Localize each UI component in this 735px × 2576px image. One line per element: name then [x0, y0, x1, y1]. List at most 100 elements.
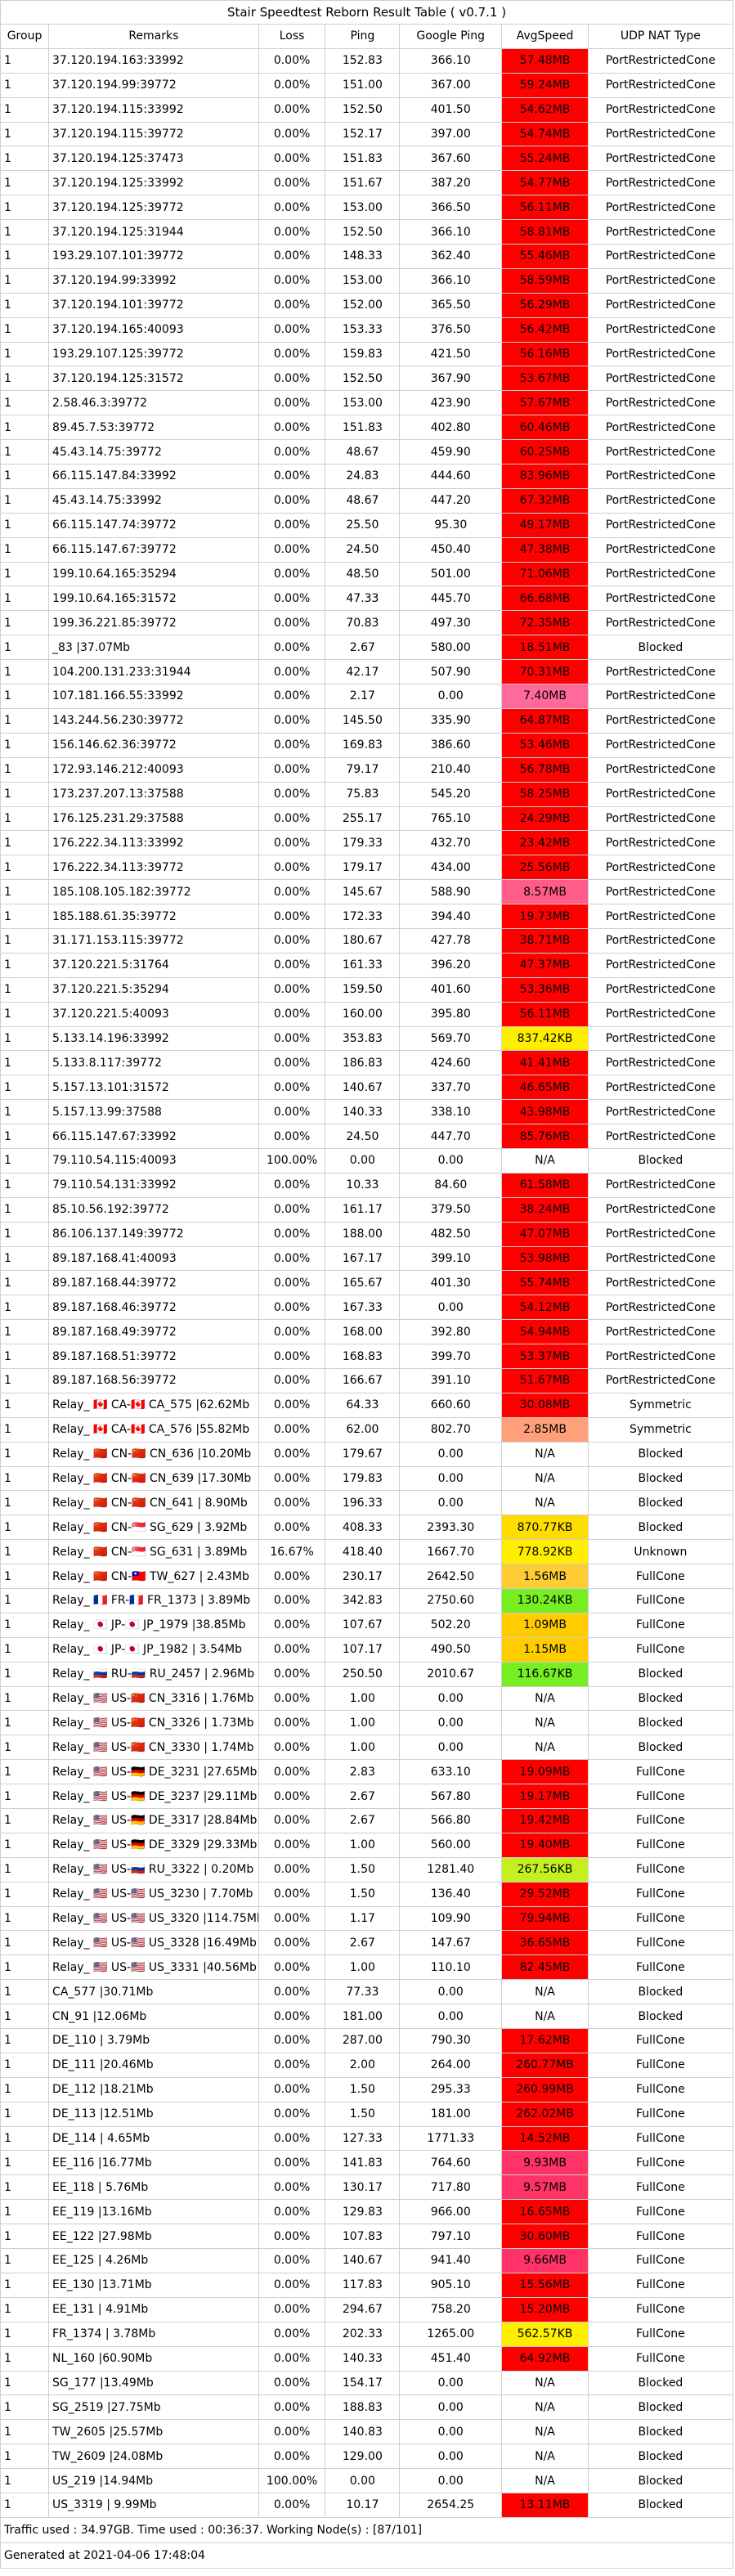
table-row: 1 Relay_ 🇺🇸 US-🇩🇪 DE_3317 |28.84Mb 0.00% 2.…: [0, 1808, 734, 1833]
table-row: 1 37.120.194.163:33992 0.00% 152.83 366.10 57…: [0, 47, 734, 74]
cell-remarks: 86.106.137.149:39772: [48, 1221, 259, 1247]
cell-google-ping: 95.30: [399, 512, 503, 538]
cell-ping: 2.67: [325, 635, 401, 661]
cell-google-ping: 402.80: [399, 415, 503, 441]
cell-remarks: Relay_ 🇺🇸 US-🇩🇪 DE_3317 |28.84Mb: [48, 1808, 259, 1833]
cell-udp-nat-type: FullCone: [587, 1784, 734, 1810]
cell-group: 1: [0, 1465, 50, 1492]
table-row: 1 37.120.194.115:33992 0.00% 152.50 401.50 54…: [0, 96, 734, 123]
cell-google-ping: 401.60: [399, 976, 503, 1003]
cell-group: 1: [0, 2150, 50, 2176]
cell-avg-speed: 24.29MB: [501, 806, 589, 832]
cell-avg-speed: 19.17MB: [501, 1784, 589, 1810]
cell-remarks: Relay_ 🇺🇸 US-🇨🇳 CN_3316 | 1.76Mb: [48, 1685, 259, 1712]
table-row: 1 US_219 |14.94Mb 100.00% 0.00 0.00 N/A Blocke…: [0, 2468, 734, 2493]
cell-loss: 0.00%: [258, 684, 326, 709]
cell-google-ping: 362.40: [399, 244, 503, 269]
table-row: 1 85.10.56.192:39772 0.00% 161.17 379.50 38.2…: [0, 1196, 734, 1223]
cell-remarks: Relay_ 🇯🇵 JP-🇯🇵 JP_1979 |38.85Mb: [48, 1612, 259, 1638]
cell-ping: 107.17: [325, 1636, 401, 1663]
cell-avg-speed: 85.76MB: [501, 1124, 589, 1149]
cell-loss: 0.00%: [258, 1685, 326, 1712]
cell-group: 1: [0, 1905, 50, 1932]
table-row: 1 US_3319 | 9.99Mb 0.00% 10.17 2654.25 13.11M…: [0, 2492, 734, 2518]
cell-avg-speed: 70.31MB: [501, 659, 589, 685]
cell-loss: 0.00%: [258, 610, 326, 636]
cell-udp-nat-type: FullCone: [587, 2272, 734, 2298]
table-row: 1 Relay_ 🇨🇦 CA-🇨🇦 CA_576 |55.82Mb 0.00% 62.…: [0, 1416, 734, 1443]
cell-google-ping: 338.10: [399, 1099, 503, 1125]
cell-google-ping: 764.60: [399, 2150, 503, 2176]
cell-loss: 0.00%: [258, 879, 326, 905]
cell-ping: 1.00: [325, 1710, 401, 1736]
cell-loss: 0.00%: [258, 1881, 326, 1907]
cell-group: 1: [0, 781, 50, 807]
cell-group: 1: [0, 756, 50, 783]
table-row: 1 37.120.194.125:39772 0.00% 153.00 366.50 56…: [0, 195, 734, 221]
table-row: 1 199.10.64.165:31572 0.00% 47.33 445.70 66.6…: [0, 586, 734, 612]
cell-avg-speed: 59.24MB: [501, 72, 589, 98]
cell-ping: 168.83: [325, 1344, 401, 1369]
cell-loss: 0.00%: [258, 2028, 326, 2053]
cell-google-ping: 905.10: [399, 2272, 503, 2298]
cell-ping: 153.33: [325, 316, 401, 343]
cell-group: 1: [0, 1147, 50, 1174]
cell-ping: 140.33: [325, 1099, 401, 1125]
cell-avg-speed: 57.48MB: [501, 47, 589, 74]
cell-ping: 107.67: [325, 1612, 401, 1638]
cell-google-ping: 109.90: [399, 1905, 503, 1932]
cell-loss: 0.00%: [258, 512, 326, 538]
cell-udp-nat-type: Blocked: [587, 1735, 734, 1761]
cell-udp-nat-type: Blocked: [587, 1710, 734, 1736]
cell-ping: 159.83: [325, 341, 401, 367]
cell-group: 1: [0, 292, 50, 318]
cell-ping: 10.17: [325, 2492, 401, 2518]
cell-loss: 0.00%: [258, 1636, 326, 1663]
table-row: 1 156.146.62.36:39772 0.00% 169.83 386.60 53.…: [0, 732, 734, 758]
cell-loss: 0.00%: [258, 2174, 326, 2201]
cell-group: 1: [0, 879, 50, 905]
cell-ping: 186.83: [325, 1050, 401, 1076]
table-row: 1 5.157.13.99:37588 0.00% 140.33 338.10 43.98…: [0, 1099, 734, 1125]
cell-ping: 145.50: [325, 707, 401, 734]
cell-google-ping: 84.60: [399, 1172, 503, 1198]
cell-loss: 0.00%: [258, 2272, 326, 2298]
table-row: 1 DE_111 |20.46Mb 0.00% 2.00 264.00 260.77MB F…: [0, 2052, 734, 2078]
cell-google-ping: 569.70: [399, 1025, 503, 1052]
cell-google-ping: 110.10: [399, 1954, 503, 1981]
cell-udp-nat-type: PortRestrictedCone: [587, 96, 734, 123]
cell-udp-nat-type: PortRestrictedCone: [587, 1367, 734, 1393]
cell-avg-speed: 18.51MB: [501, 635, 589, 661]
cell-group: 1: [0, 2272, 50, 2298]
cell-google-ping: 0.00: [399, 1735, 503, 1761]
cell-avg-speed: N/A: [501, 2004, 589, 2030]
cell-loss: 0.00%: [258, 1564, 326, 1589]
cell-avg-speed: 49.17MB: [501, 512, 589, 538]
cell-ping: 24.50: [325, 536, 401, 563]
cell-ping: 79.17: [325, 756, 401, 783]
cell-udp-nat-type: PortRestrictedCone: [587, 170, 734, 196]
header-row: Group Remarks Loss Ping Google Ping AvgS…: [0, 24, 734, 49]
cell-google-ping: 502.20: [399, 1612, 503, 1638]
cell-udp-nat-type: FullCone: [587, 2321, 734, 2347]
cell-group: 1: [0, 1588, 50, 1613]
cell-loss: 0.00%: [258, 1344, 326, 1369]
cell-group: 1: [0, 1099, 50, 1125]
header-udp-nat-type: UDP NAT Type: [587, 24, 734, 49]
cell-udp-nat-type: PortRestrictedCone: [587, 879, 734, 905]
cell-loss: 0.00%: [258, 1441, 326, 1467]
cell-loss: 0.00%: [258, 2444, 326, 2470]
cell-ping: 48.67: [325, 439, 401, 465]
cell-group: 1: [0, 806, 50, 832]
table-row: 1 37.120.194.99:33992 0.00% 153.00 366.10 58.…: [0, 267, 734, 294]
cell-group: 1: [0, 439, 50, 465]
cell-avg-speed: 19.09MB: [501, 1759, 589, 1785]
cell-avg-speed: N/A: [501, 2468, 589, 2493]
cell-loss: 0.00%: [258, 1905, 326, 1932]
cell-ping: 127.33: [325, 2125, 401, 2152]
cell-avg-speed: 260.77MB: [501, 2052, 589, 2078]
table-row: 1 Relay_ 🇷🇺 RU-🇷🇺 RU_2457 | 2.96Mb 0.00% 25…: [0, 1661, 734, 1687]
cell-remarks: 89.45.7.53:39772: [48, 415, 259, 441]
cell-google-ping: 0.00: [399, 1465, 503, 1492]
cell-udp-nat-type: Unknown: [587, 1539, 734, 1565]
